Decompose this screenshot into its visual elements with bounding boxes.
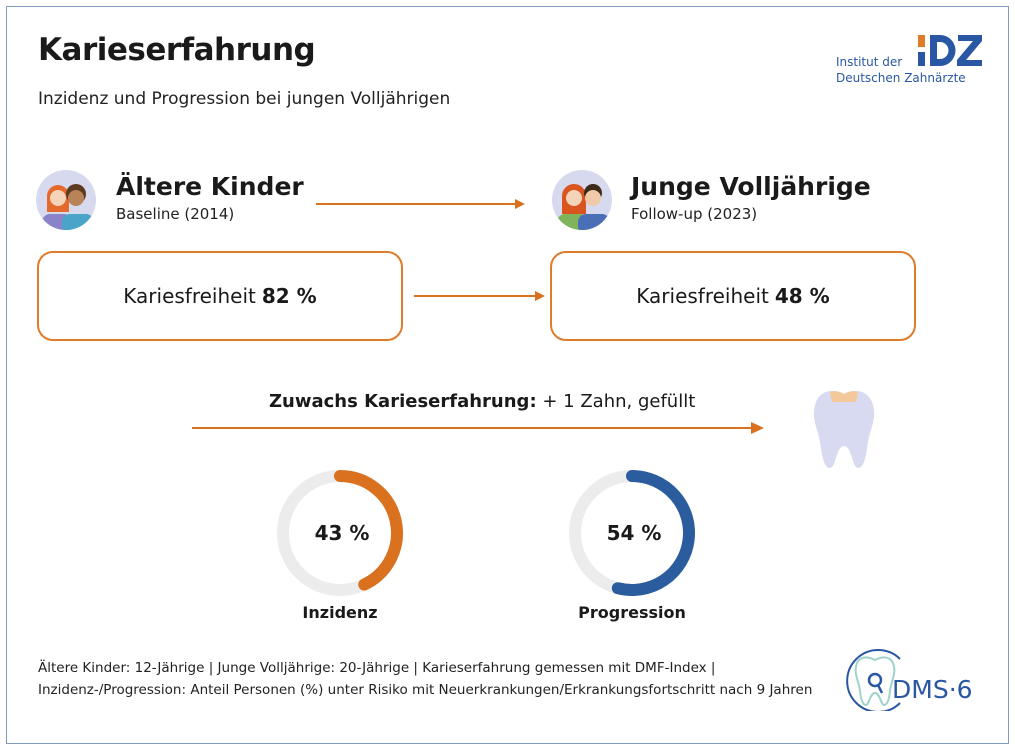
gauge-arc-inzidenz bbox=[334, 470, 403, 591]
gauge-value-progression: 54 % bbox=[606, 521, 662, 545]
footnote-line2: Inzidenz-/Progression: Anteil Personen (… bbox=[38, 682, 813, 698]
page-title: Karieserfahrung bbox=[38, 32, 316, 68]
children-avatar-icon bbox=[36, 170, 96, 230]
metric-value: 48 % bbox=[774, 284, 830, 308]
group-title-children: Ältere Kinder bbox=[116, 172, 304, 201]
growth-label: Zuwachs Karieserfahrung: bbox=[269, 391, 537, 412]
metric-box-young-adults: Kariesfreiheit 48 % bbox=[550, 251, 916, 341]
metric-label: Kariesfreiheit bbox=[123, 284, 256, 308]
group-subtitle-young-adults: Follow-up (2023) bbox=[631, 205, 758, 223]
growth-value: + 1 Zahn, gefüllt bbox=[542, 391, 696, 412]
gauge-label-progression: Progression bbox=[578, 603, 686, 622]
metric-box-children: Kariesfreiheit 82 % bbox=[37, 251, 403, 341]
gauge-label-inzidenz: Inzidenz bbox=[302, 603, 378, 622]
group-subtitle-children: Baseline (2014) bbox=[116, 205, 235, 223]
idz-logo bbox=[918, 32, 984, 81]
group-title-young-adults: Junge Volljährige bbox=[631, 172, 871, 201]
growth-text: Zuwachs Karieserfahrung: + 1 Zahn, gefül… bbox=[269, 391, 695, 412]
dms-logo-text: DMS·6 bbox=[892, 675, 973, 704]
arrow-head-icon bbox=[535, 291, 545, 301]
footnote: Ältere Kinder: 12-Jährige | Junge Volljä… bbox=[38, 657, 812, 701]
dms-logo: DMS·6 bbox=[842, 645, 982, 715]
arrow-head-icon bbox=[751, 422, 764, 434]
gauge-value-inzidenz: 43 % bbox=[314, 521, 370, 545]
gauge-arc-progression bbox=[611, 470, 695, 596]
idz-logo-text: Institut der Deutschen Zahnärzte bbox=[836, 54, 966, 86]
idz-line1: Institut der bbox=[836, 55, 903, 69]
metric-value: 82 % bbox=[261, 284, 317, 308]
tooth-icon bbox=[813, 391, 875, 468]
infographic-frame bbox=[6, 6, 1009, 744]
idz-line2: Deutschen Zahnärzte bbox=[836, 71, 966, 85]
idz-logo-mark-icon bbox=[918, 35, 982, 66]
arrow-head-icon bbox=[515, 199, 525, 209]
footnote-line1: Ältere Kinder: 12-Jährige | Junge Volljä… bbox=[38, 660, 716, 676]
metric-label: Kariesfreiheit bbox=[636, 284, 769, 308]
page-subtitle: Inzidenz und Progression bei jungen Voll… bbox=[38, 89, 451, 109]
